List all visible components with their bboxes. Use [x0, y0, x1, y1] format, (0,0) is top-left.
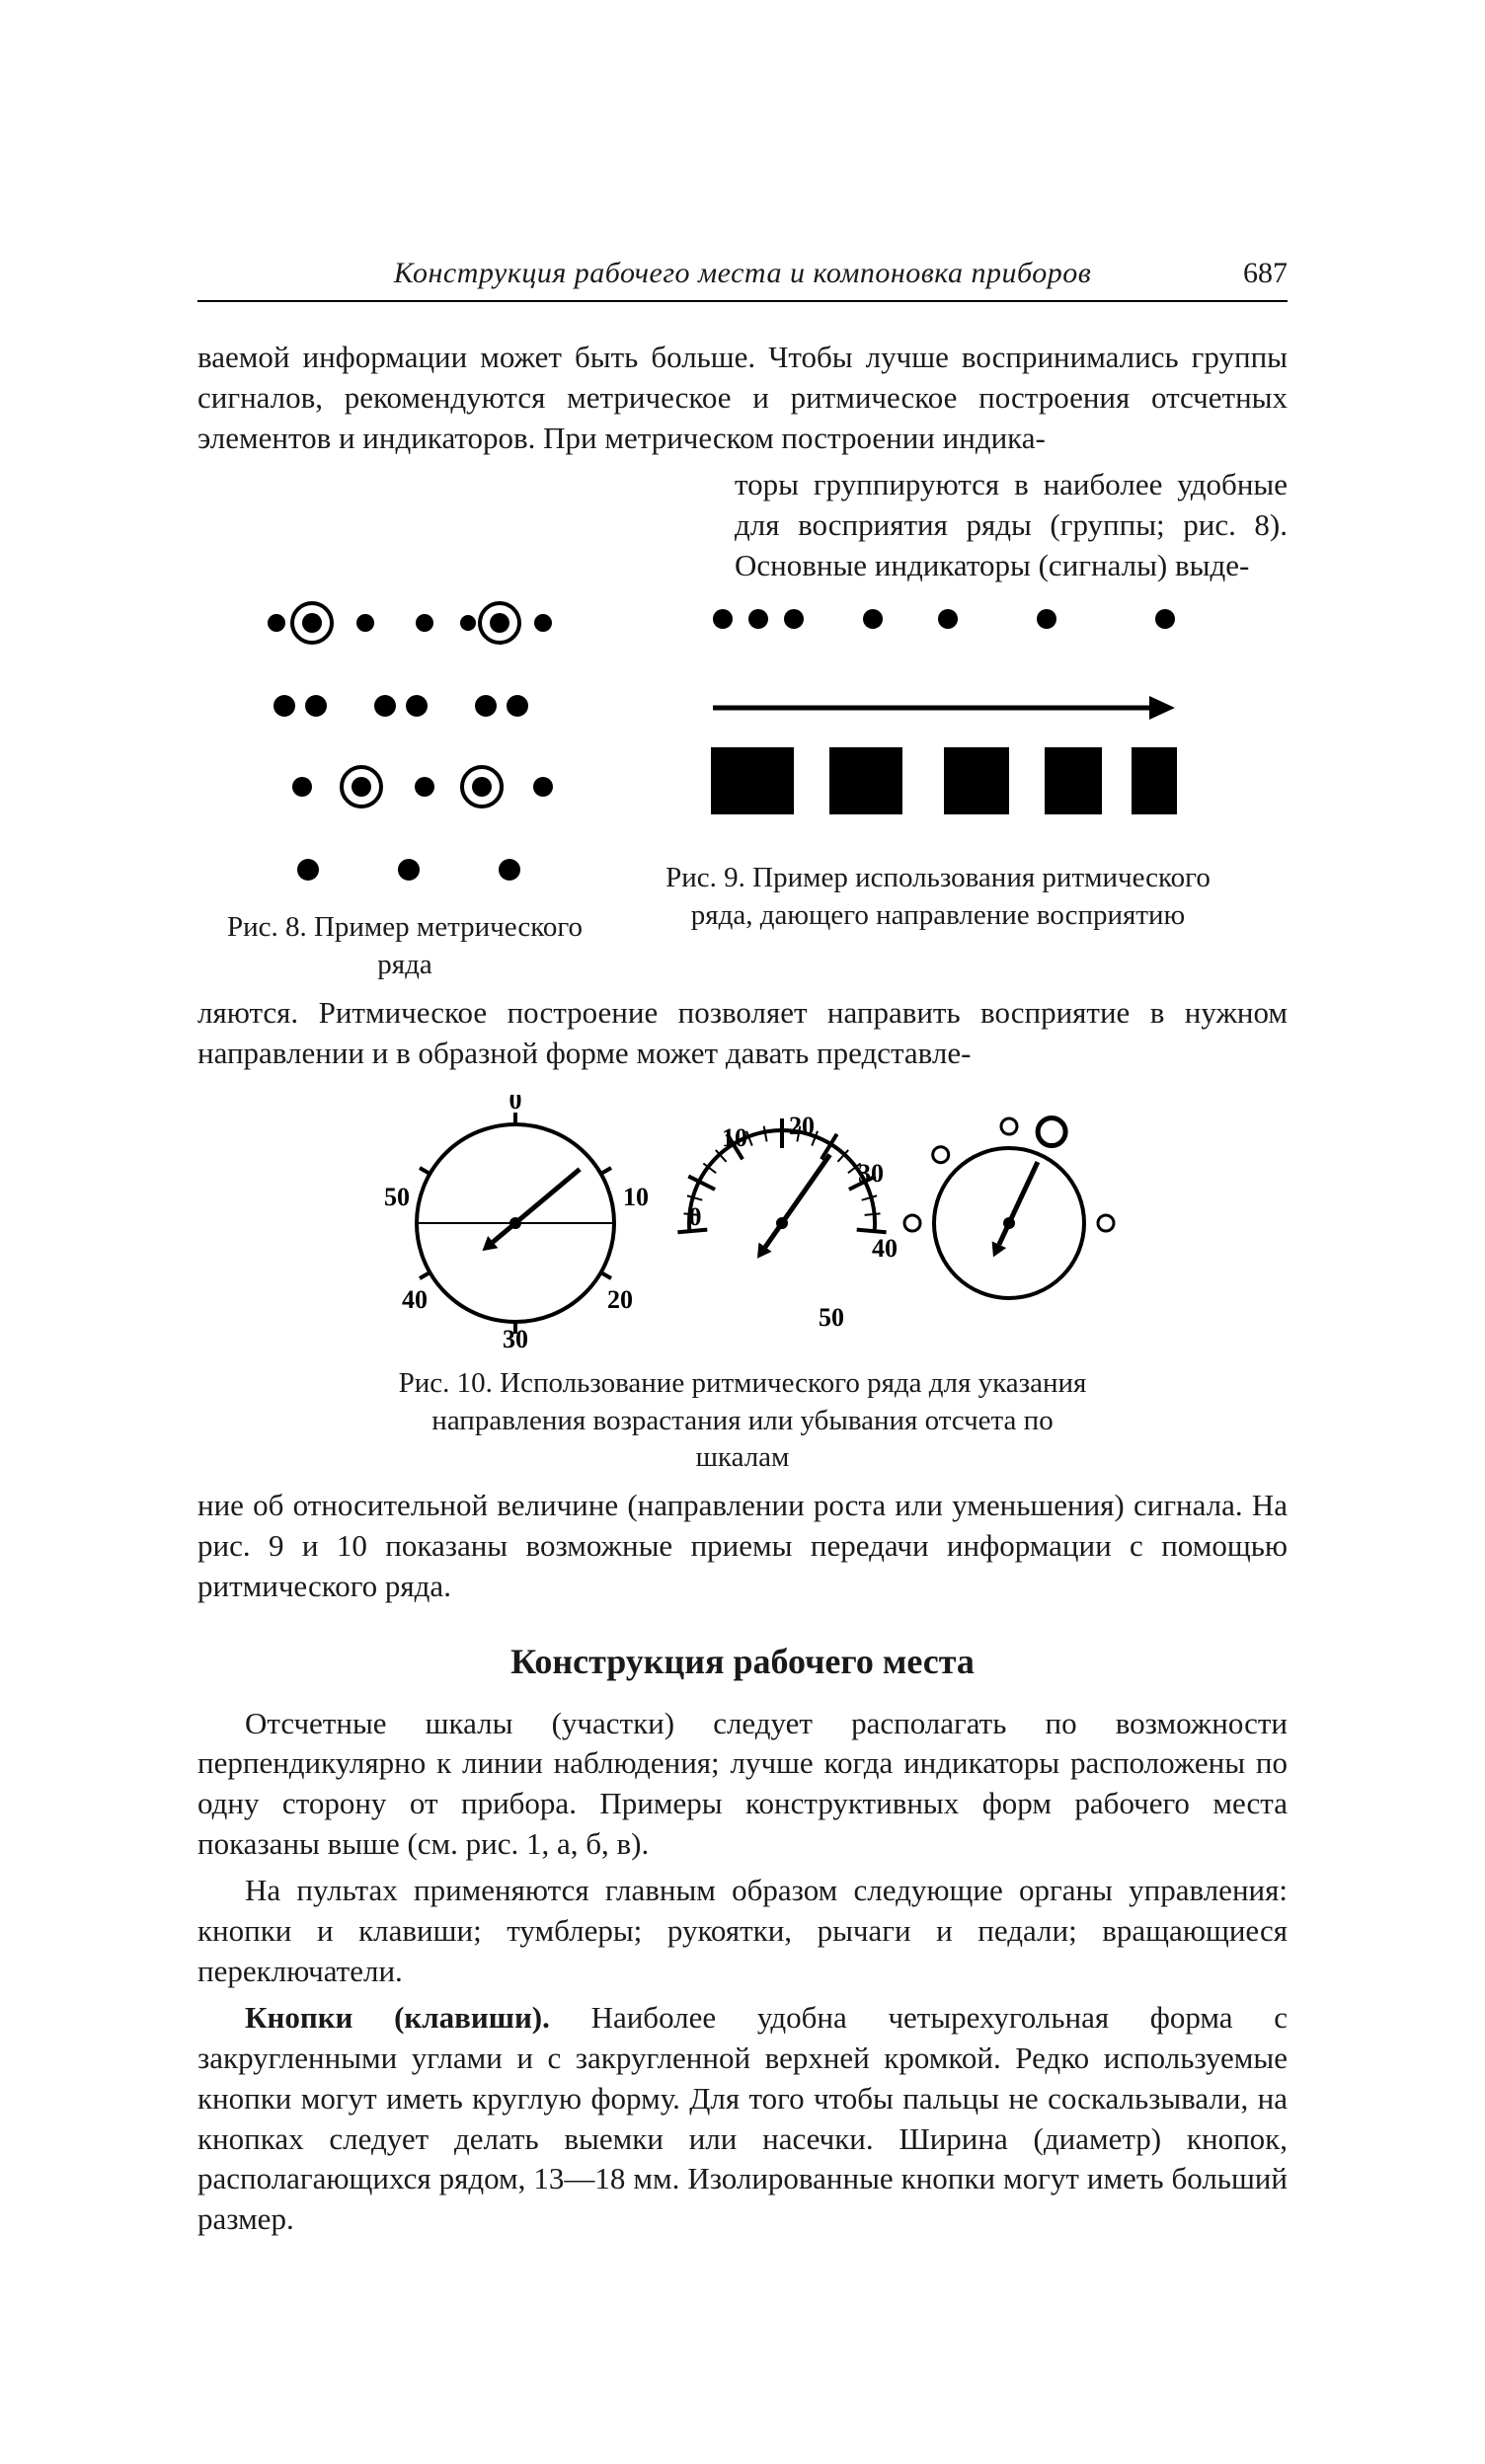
svg-text:20: 20 — [607, 1285, 633, 1314]
svg-text:50: 50 — [384, 1183, 410, 1211]
figure-8-caption: Рис. 8. Пример метрического ряда — [197, 909, 612, 982]
running-title: Конструкция рабочего места и компоновка … — [276, 257, 1209, 290]
svg-text:50: 50 — [819, 1303, 844, 1332]
para-4: Отсчетные шкалы (участки) следует распол… — [197, 1704, 1288, 1866]
svg-text:10: 10 — [623, 1183, 649, 1211]
page-number: 687 — [1209, 257, 1288, 290]
figures-row-8-9: Рис. 8. Пример метрического ряда Рис. 9.… — [197, 589, 1288, 982]
figure-8-svg — [217, 589, 592, 895]
figure-10: 0 10 20 30 40 50 0 10 20 30 40 50 Рис. 10. Использо… — [197, 1095, 1288, 1475]
figure-9: Рис. 9. Пример использования ритмическог… — [662, 589, 1214, 933]
para-2: ляются. Ритмическое построение позволяет… — [197, 993, 1288, 1074]
svg-text:40: 40 — [402, 1285, 428, 1314]
figure-9-caption: Рис. 9. Пример использования ритмическог… — [662, 860, 1214, 933]
figure-10-svg: 0 10 20 30 40 50 0 10 20 30 40 50 — [367, 1095, 1118, 1351]
section-heading: Конструкция рабочего места — [197, 1641, 1288, 1682]
para-3: ние об относительной величине (направлен… — [197, 1486, 1288, 1607]
svg-text:0: 0 — [509, 1095, 522, 1115]
para-6-lead: Кнопки (клавиши). — [245, 2000, 550, 2035]
figure-9-svg — [671, 589, 1205, 846]
svg-text:20: 20 — [789, 1112, 815, 1140]
figure-10-caption: Рис. 10. Использование ритмического ряда… — [397, 1365, 1088, 1475]
wrap-right-text: торы группируются в наиболее удобные для… — [735, 465, 1288, 586]
para-6: Кнопки (клавиши). Наиболее удобна четыре… — [197, 1998, 1288, 2240]
running-head: Конструкция рабочего места и компоновка … — [197, 257, 1288, 302]
svg-text:30: 30 — [858, 1159, 884, 1188]
svg-text:40: 40 — [872, 1234, 898, 1263]
para-5: На пультах применяются главным образом с… — [197, 1871, 1288, 1992]
para-6-rest: Наиболее удобна четырехугольная форма с … — [197, 2000, 1288, 2237]
svg-text:0: 0 — [689, 1202, 702, 1231]
para-1: ваемой информации может быть больше. Что… — [197, 338, 1288, 459]
svg-text:10: 10 — [722, 1123, 747, 1152]
figure-8: Рис. 8. Пример метрического ряда — [197, 589, 612, 982]
page: Конструкция рабочего места и компоновка … — [0, 0, 1485, 2464]
svg-text:30: 30 — [503, 1325, 528, 1351]
